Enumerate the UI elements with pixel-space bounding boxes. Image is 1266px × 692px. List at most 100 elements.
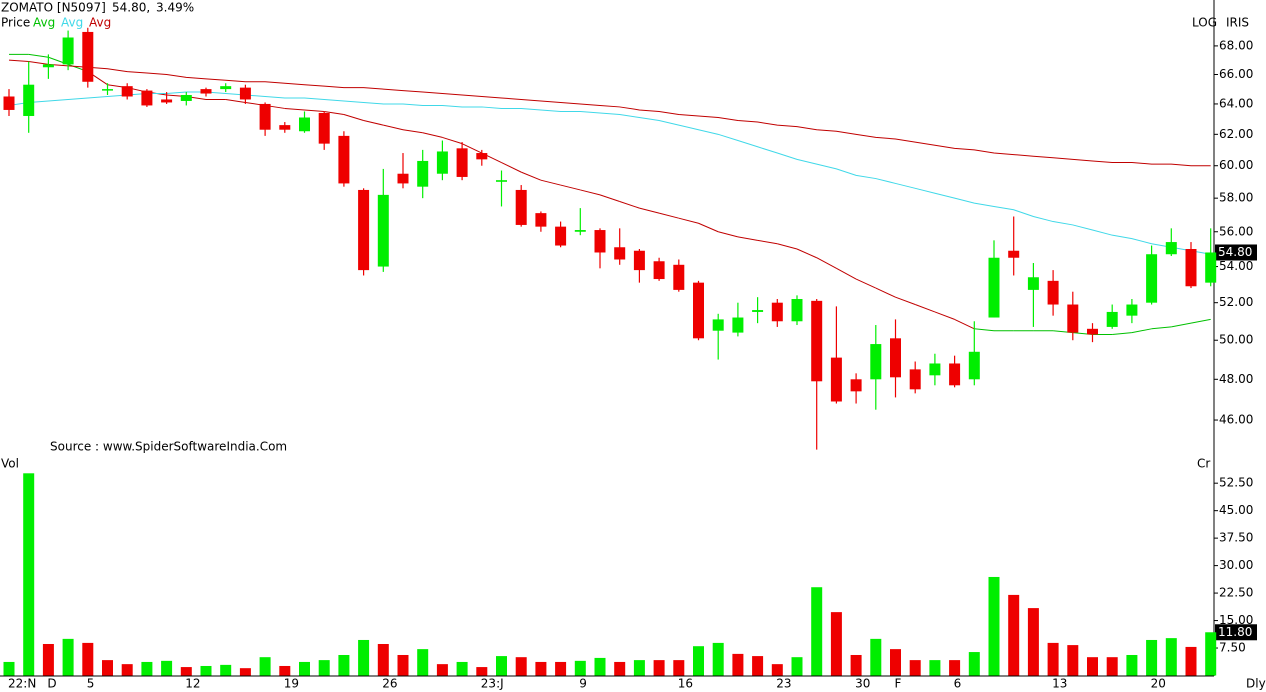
volume-bar xyxy=(338,654,350,676)
candle-body xyxy=(1126,304,1138,316)
x-tick-label: F xyxy=(895,677,902,691)
volume-bar xyxy=(653,660,665,676)
avg-segment xyxy=(422,132,443,138)
candle-body xyxy=(693,282,704,339)
candle-body xyxy=(1185,248,1197,287)
volume-bar xyxy=(299,661,310,676)
current-label: 54.80 xyxy=(1218,245,1252,259)
y-tick-label: 64.00 xyxy=(1219,96,1253,110)
volume-bar xyxy=(121,664,133,676)
avg-segment xyxy=(442,136,463,145)
y-tick-label: 54.00 xyxy=(1219,259,1253,273)
volume-bar xyxy=(633,660,645,676)
avg-segment xyxy=(1171,322,1192,328)
volume-bar xyxy=(377,643,389,676)
candle-body xyxy=(82,31,94,82)
volume-bar xyxy=(82,642,94,676)
x-tick-label: 26 xyxy=(382,677,397,691)
volume-bar xyxy=(417,649,429,676)
candle-body xyxy=(1146,254,1158,303)
avg-segment xyxy=(895,296,916,305)
source: Source : www.SpiderSoftwareIndia.Com xyxy=(50,440,287,454)
candle-body xyxy=(3,96,15,110)
volume-bar xyxy=(1126,654,1138,676)
y-tick-label: 37.50 xyxy=(1219,531,1253,545)
volume-bar xyxy=(42,643,54,676)
candle-body xyxy=(712,319,724,331)
avg-segment xyxy=(560,184,581,191)
volume-title: Vol xyxy=(1,457,19,471)
avg-segment xyxy=(639,207,660,214)
volume-bar xyxy=(1027,608,1039,676)
volume-bar xyxy=(1087,657,1098,676)
x-tick-label: 12 xyxy=(185,677,200,691)
avg-segment xyxy=(658,212,679,219)
candle-body xyxy=(23,84,35,116)
candle-body xyxy=(949,363,961,386)
y-tick-label: 60.00 xyxy=(1219,158,1253,172)
candle-body xyxy=(377,194,389,267)
avg-segment xyxy=(619,200,640,209)
volume-bar xyxy=(614,661,626,676)
candle-body xyxy=(752,310,764,312)
y-tick-label: 56.00 xyxy=(1219,224,1253,238)
volume-bar xyxy=(574,660,586,676)
candle-body xyxy=(929,363,941,376)
candle-body xyxy=(732,317,744,333)
candle-body xyxy=(358,189,370,271)
legend-price: Price xyxy=(1,16,30,30)
volume-bar xyxy=(870,638,882,676)
candle-body xyxy=(180,95,192,101)
avg-segment xyxy=(324,110,344,115)
candle-body xyxy=(1165,242,1177,255)
candle-body xyxy=(121,86,133,97)
volume-bar xyxy=(141,661,153,676)
avg-segment xyxy=(816,257,837,269)
volume-bar xyxy=(476,667,488,676)
x-tick-label: 20 xyxy=(1151,677,1166,691)
volume-bar xyxy=(318,660,330,676)
volume-bar xyxy=(1106,657,1118,676)
volume-bar xyxy=(949,660,961,676)
candle-body xyxy=(771,302,783,322)
volume-bar xyxy=(515,657,527,676)
candle-body xyxy=(397,173,409,184)
x-tick-label: 5 xyxy=(87,677,95,691)
candle-body xyxy=(909,369,921,390)
volume-bar xyxy=(62,638,74,676)
candle-body xyxy=(1106,311,1118,327)
x-tick-label: 23 xyxy=(776,677,791,691)
candle-body xyxy=(161,99,173,103)
candle-body xyxy=(1087,328,1098,335)
volume-bar xyxy=(890,649,901,676)
candle-body xyxy=(476,153,488,160)
theme-label: IRIS xyxy=(1226,16,1249,30)
volume-bar xyxy=(279,665,291,676)
y-tick-label: 22.50 xyxy=(1219,586,1253,600)
y-tick-label: 66.00 xyxy=(1219,67,1253,81)
candle-body xyxy=(318,112,330,144)
candle-body xyxy=(299,117,310,132)
volume-bar xyxy=(1185,646,1197,676)
volume-bar xyxy=(929,660,941,676)
candle-body xyxy=(417,160,429,187)
change: 3.49% xyxy=(156,1,194,15)
candle-body xyxy=(574,230,586,232)
candle-body xyxy=(673,264,685,290)
avg-segment xyxy=(954,318,975,330)
volume-bar xyxy=(1067,645,1079,676)
volume-bar xyxy=(180,667,192,676)
candle-body xyxy=(653,261,665,280)
y-tick-label: 7.50 xyxy=(1219,641,1246,655)
y-tick-label: 15.00 xyxy=(1219,613,1253,627)
current-label: 11.80 xyxy=(1218,625,1252,639)
volume-bar xyxy=(830,612,842,676)
x-tick-label: 23:J xyxy=(481,677,504,691)
candle-body xyxy=(338,135,350,184)
volume-bar xyxy=(1047,642,1059,676)
avg-segment xyxy=(540,179,561,186)
current-box xyxy=(1215,624,1257,641)
volume-bar xyxy=(200,665,212,676)
avg-segment xyxy=(678,217,699,224)
avg-segment xyxy=(855,278,877,289)
